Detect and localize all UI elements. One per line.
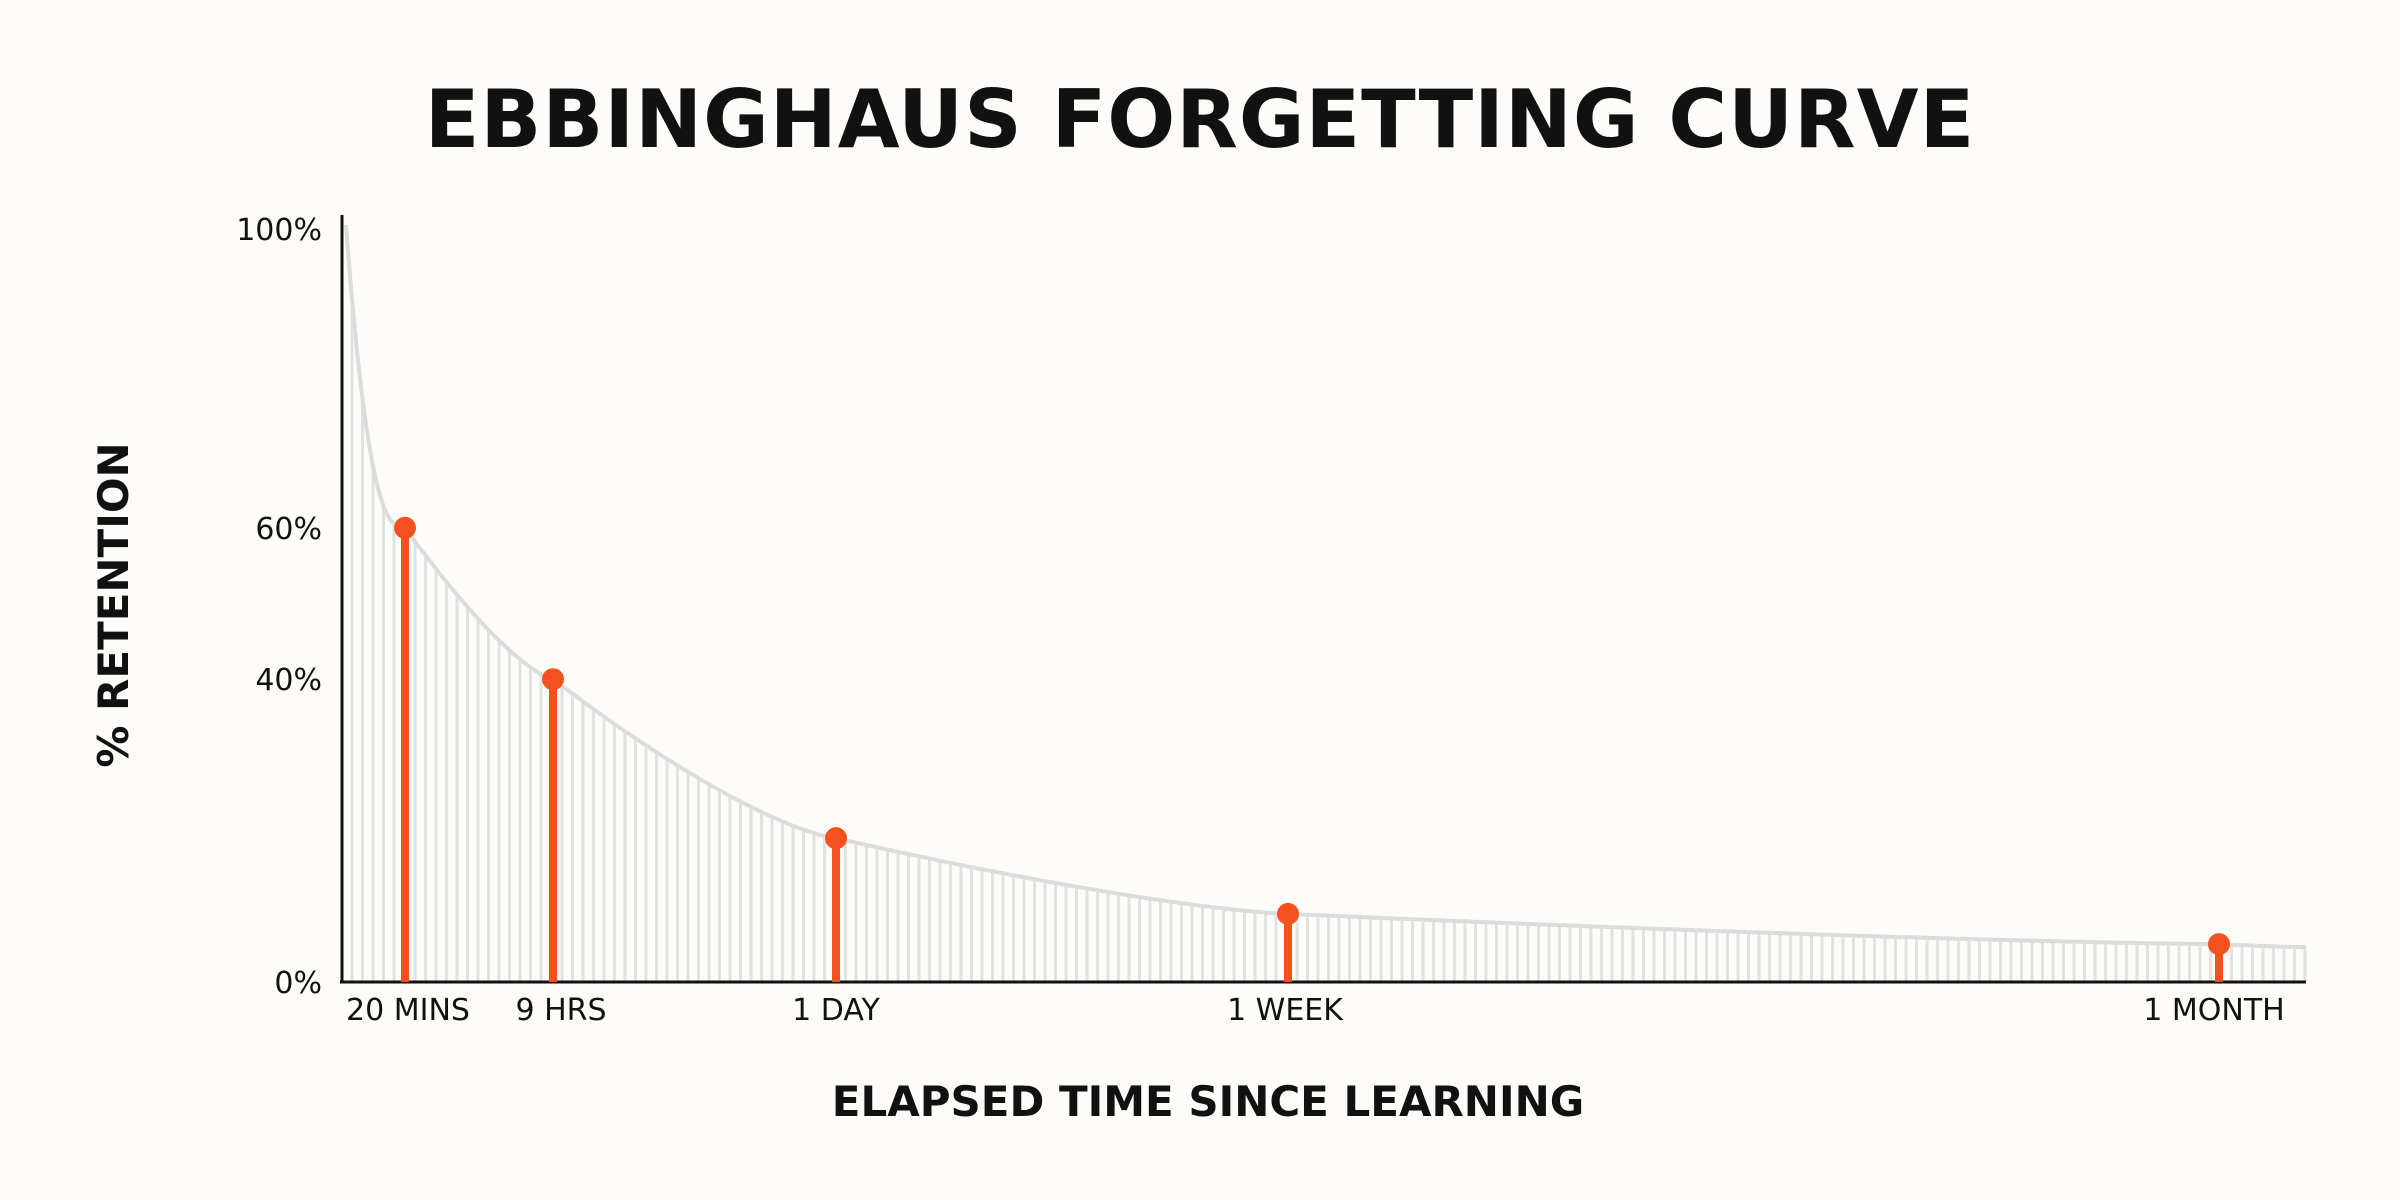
x-tick-label: 1 MONTH <box>2143 993 2284 1028</box>
x-tick-label: 9 HRS <box>515 993 606 1028</box>
data-markers <box>394 516 2230 982</box>
retention-curve <box>344 224 2306 950</box>
x-tick-label: 1 DAY <box>792 993 880 1028</box>
chart-title: EBBINGHAUS FORGETTING CURVE <box>424 73 1976 166</box>
y-tick-label: 40% <box>255 663 322 698</box>
marker-point <box>825 827 847 850</box>
marker-point <box>542 668 564 691</box>
x-axis-label: ELAPSED TIME SINCE LEARNING <box>832 1077 1584 1126</box>
x-tick-labels: 20 MINS 9 HRS 1 DAY 1 WEEK 1 MONTH <box>346 993 2285 1028</box>
marker-point <box>2208 933 2230 956</box>
y-tick-label: 100% <box>236 213 322 248</box>
y-tick-labels: 0% 40% 60% 100% <box>236 213 322 1001</box>
y-tick-label: 60% <box>255 512 322 547</box>
marker-point <box>1277 902 1299 925</box>
y-tick-label: 0% <box>274 966 322 1001</box>
x-tick-label: 1 WEEK <box>1227 993 1344 1028</box>
marker-point <box>394 516 416 539</box>
y-axis-label: % RETENTION <box>89 442 138 767</box>
x-tick-label: 20 MINS <box>346 993 470 1028</box>
hatch-layer <box>350 298 2307 982</box>
